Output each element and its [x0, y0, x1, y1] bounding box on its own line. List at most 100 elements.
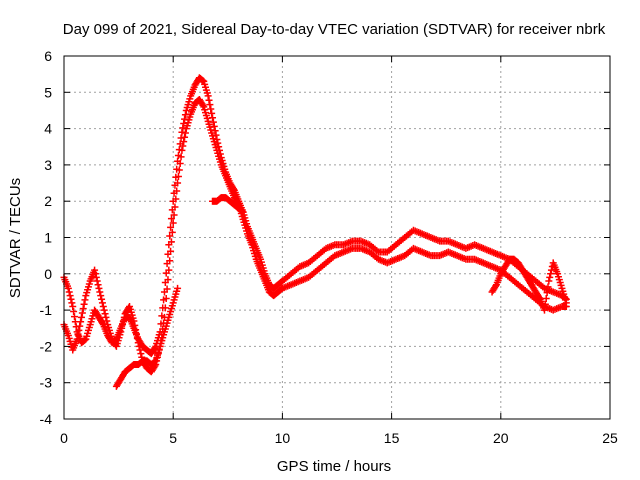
data-point [80, 300, 88, 308]
data-point [92, 273, 100, 281]
data-point [207, 105, 215, 113]
data-point [167, 238, 175, 246]
x-tick-labels: 0 5 10 15 20 25 [60, 430, 618, 446]
data-point [68, 299, 76, 307]
data-point [98, 295, 106, 303]
grid-lines [64, 56, 610, 419]
data-point [181, 129, 189, 137]
data-point [73, 335, 81, 343]
data-point [67, 295, 75, 303]
data-point [74, 331, 82, 339]
y-tick-label: 4 [44, 121, 52, 137]
data-point [199, 101, 207, 109]
data-point [535, 294, 543, 302]
data-point [133, 330, 141, 338]
data-point [137, 350, 145, 358]
data-point [206, 101, 214, 109]
data-point [165, 266, 173, 274]
data-point [205, 96, 213, 104]
y-axis-label: SDTVAR / TECUs [7, 178, 24, 298]
data-point [79, 305, 87, 313]
data-point [166, 257, 174, 265]
data-point [492, 282, 500, 290]
chart-title: Day 099 of 2021, Sidereal Day-to-day VTE… [63, 21, 606, 38]
data-point [134, 339, 142, 347]
data-point [64, 284, 72, 292]
data-point [96, 288, 104, 296]
data-point [66, 292, 74, 300]
data-point [77, 313, 85, 321]
data-point [542, 294, 550, 302]
data-point [119, 317, 127, 325]
data-point [177, 153, 185, 161]
data-point [546, 273, 554, 281]
y-tick-label: -4 [40, 411, 53, 427]
data-point [98, 299, 106, 307]
x-tick-label: 15 [384, 430, 400, 446]
data-point [93, 277, 101, 285]
data-point [208, 109, 216, 117]
data-point [547, 270, 555, 278]
y-tick-label: 5 [44, 84, 52, 100]
data-point [178, 146, 186, 154]
data-point [136, 346, 144, 354]
data-point [168, 228, 176, 236]
data-point [151, 344, 159, 352]
series-track-2 [60, 96, 570, 376]
data-point [169, 219, 177, 227]
data-point [173, 187, 181, 195]
y-tick-labels: -4 -3 -2 -1 0 1 2 3 4 5 6 [40, 48, 53, 427]
data-point [174, 284, 182, 292]
y-tick-label: -1 [40, 302, 53, 318]
series-track-1 [60, 74, 570, 358]
data-point [170, 211, 178, 219]
y-tick-label: -3 [40, 375, 53, 391]
data-point [179, 142, 187, 150]
data-point [131, 321, 139, 329]
x-axis-label: GPS time / hours [277, 458, 391, 475]
data-point [167, 215, 175, 223]
x-tick-label: 20 [493, 430, 509, 446]
data-point [166, 232, 174, 240]
data-point [103, 317, 111, 325]
data-point [75, 326, 83, 334]
data-point [70, 308, 78, 316]
data-point [161, 304, 169, 312]
data-point [175, 166, 183, 174]
data-point [204, 92, 212, 100]
data-point [77, 318, 85, 326]
data-points [60, 74, 570, 390]
data-point [176, 159, 184, 167]
data-point [100, 306, 108, 314]
data-point [133, 334, 141, 342]
data-point [180, 138, 188, 146]
y-tick-label: 2 [44, 193, 52, 209]
data-point [70, 313, 78, 321]
data-point [167, 247, 175, 255]
data-point [172, 195, 180, 203]
data-point [135, 342, 143, 350]
data-point [171, 203, 179, 211]
data-point [97, 292, 105, 300]
x-tick-label: 0 [60, 430, 68, 446]
data-point [91, 266, 99, 274]
series-track-3 [112, 284, 182, 390]
data-point [91, 270, 99, 278]
data-point [174, 173, 182, 181]
x-tick-label: 5 [169, 430, 177, 446]
series-track-4 [209, 194, 247, 216]
data-point [541, 300, 549, 308]
data-point [545, 277, 553, 285]
data-point [102, 313, 110, 321]
y-tick-label: 1 [44, 230, 52, 246]
data-point [81, 296, 89, 304]
data-point [167, 223, 175, 231]
series-track-5 [488, 255, 570, 314]
data-point [69, 302, 77, 310]
data-point [164, 276, 172, 284]
data-point [98, 319, 106, 327]
data-point [94, 281, 102, 289]
data-point [76, 322, 84, 330]
data-point [132, 326, 140, 334]
